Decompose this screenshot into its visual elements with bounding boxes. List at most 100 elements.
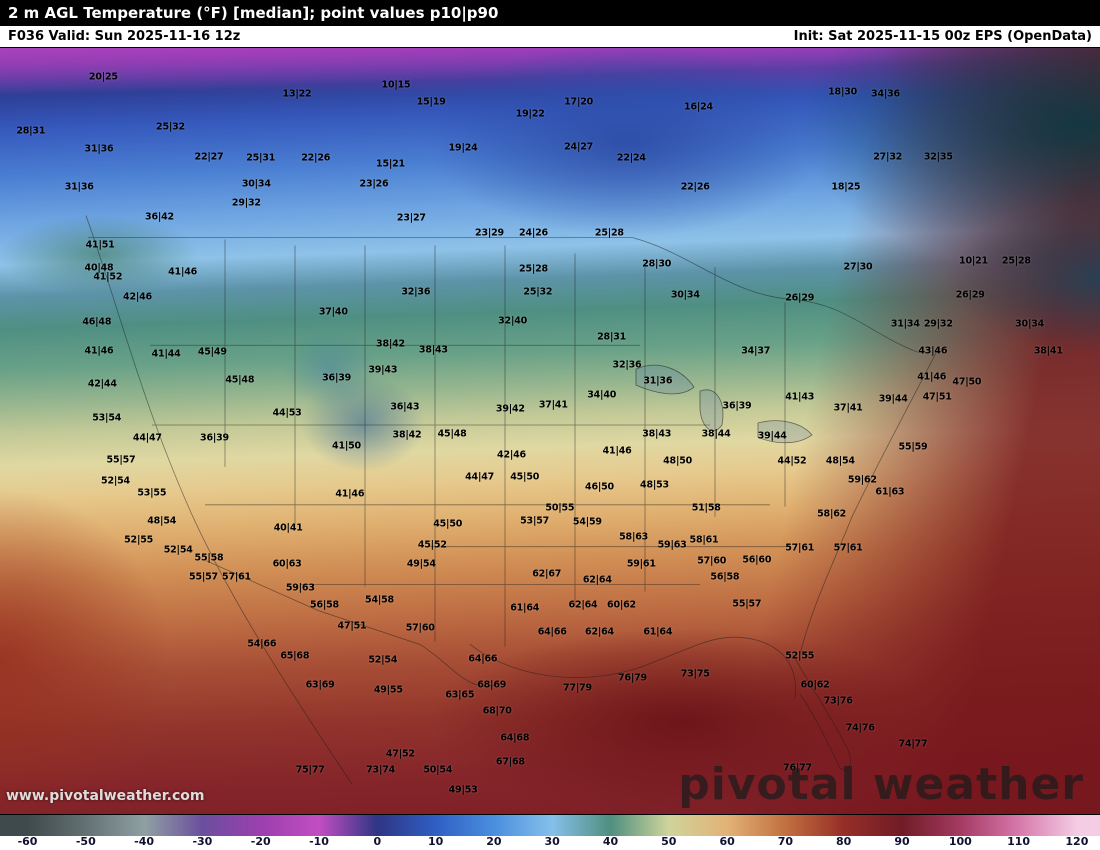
point-value: 41|52	[93, 271, 123, 283]
point-value: 22|26	[301, 152, 331, 164]
point-value: 42|44	[87, 378, 117, 389]
point-value: 48|50	[663, 455, 693, 467]
point-value: 41|46	[335, 488, 365, 500]
point-value: 29|32	[231, 197, 261, 209]
point-value: 36|39	[722, 400, 752, 412]
point-value: 58|61	[689, 534, 719, 546]
point-value: 54|58	[365, 594, 394, 606]
point-value: 31|36	[64, 181, 94, 193]
point-value: 60|62	[800, 679, 830, 691]
point-value: 45|49	[197, 346, 227, 358]
point-value: 52|54	[101, 475, 130, 487]
point-value: 31|36	[643, 375, 673, 387]
lake-superior-shape	[635, 364, 695, 395]
point-value: 52|55	[124, 534, 154, 546]
point-value: 13|22	[282, 88, 312, 100]
point-value: 38|43	[418, 344, 448, 356]
point-value: 54|66	[247, 638, 277, 650]
point-value: 64|68	[500, 732, 530, 744]
point-value: 28|31	[597, 331, 627, 343]
point-value: 77|79	[563, 682, 592, 694]
colorbar-tick-label: 70	[777, 835, 794, 848]
point-value: 23|29	[475, 227, 504, 239]
point-value: 58|62	[817, 508, 847, 520]
point-value: 76|77	[783, 762, 812, 774]
point-value: 28|30	[642, 258, 672, 270]
valid-time-label: F036 Valid: Sun 2025-11-16 12z	[8, 29, 241, 44]
point-value: 60|63	[272, 558, 302, 570]
point-value: 41|46	[84, 345, 114, 357]
point-value: 25|28	[519, 263, 548, 275]
point-value: 68|69	[477, 679, 507, 691]
colorbar-tick-label: -50	[75, 835, 96, 848]
point-value: 40|48	[84, 262, 114, 274]
florida-coastline	[792, 654, 851, 770]
point-value: 58|63	[619, 531, 649, 543]
point-value: 18|25	[831, 181, 861, 193]
colorbar-tick-label: 40	[602, 835, 619, 848]
point-value: 57|60	[405, 622, 435, 634]
point-value: 52|54	[163, 544, 193, 556]
point-value: 19|24	[448, 142, 478, 154]
point-value: 47|51	[337, 620, 367, 632]
point-value: 74|77	[898, 738, 928, 750]
point-value: 57|61	[222, 571, 251, 583]
point-value: 26|29	[785, 292, 815, 304]
point-value: 59|61	[626, 558, 656, 570]
point-value: 62|67	[532, 568, 562, 580]
point-value: 46|48	[82, 316, 112, 328]
point-value: 73|76	[823, 695, 853, 707]
point-value: 65|68	[280, 650, 310, 662]
point-value: 39|43	[368, 364, 398, 376]
colorbar-tick-label: 80	[836, 835, 852, 848]
point-value: 37|40	[318, 306, 348, 317]
point-value: 62|64	[568, 599, 598, 611]
point-value: 41|46	[917, 371, 947, 383]
point-value: 44|53	[272, 407, 302, 419]
point-value: 61|64	[510, 602, 540, 614]
watermark-url: www.pivotalweather.com	[6, 788, 205, 804]
point-value: 63|65	[445, 689, 475, 700]
map-canvas[interactable]: 20|25 13|22 10|15 15|19 17|20 19|22 16|24 18|30…	[0, 47, 1100, 815]
point-value: 49|54	[406, 558, 436, 570]
point-value: 64|66	[537, 626, 567, 638]
point-value: 41|43	[785, 391, 815, 403]
point-value: 62|64	[582, 574, 612, 586]
point-value: 39|42	[495, 403, 525, 415]
point-value: 49|53	[448, 784, 478, 796]
point-value: 76|79	[618, 672, 647, 684]
point-value: 30|34	[670, 289, 700, 301]
point-value: 44|47	[132, 432, 162, 444]
point-value: 57|61	[785, 542, 815, 554]
point-value: 62|64	[585, 626, 614, 638]
point-value: 56|60	[742, 554, 772, 566]
point-value: 23|26	[359, 178, 389, 190]
point-value: 24|27	[564, 141, 594, 153]
point-value: 10|15	[381, 79, 411, 91]
point-value: 26|29	[955, 289, 985, 301]
colorbar-tick-label: 60	[719, 835, 735, 848]
watermark-brand: pivotal weather	[678, 759, 1084, 810]
point-value: 56|58	[710, 571, 740, 583]
point-value: 45|50	[433, 518, 463, 530]
point-value: 38|42	[376, 338, 405, 350]
point-value: 22|26	[680, 181, 710, 193]
point-value: 22|24	[616, 152, 646, 164]
point-value: 36|43	[390, 401, 420, 413]
point-value: 25|28	[594, 227, 624, 239]
point-value: 73|75	[680, 668, 710, 680]
point-value: 15|19	[416, 96, 446, 108]
point-value: 55|57	[189, 571, 218, 583]
point-value: 36|39	[200, 432, 229, 444]
point-value: 41|44	[151, 348, 181, 360]
point-value: 57|60	[697, 555, 727, 567]
point-value: 45|50	[510, 471, 540, 483]
page-title: 2 m AGL Temperature (°F) [median]; point…	[8, 4, 499, 22]
point-value: 29|32	[923, 318, 953, 330]
point-value: 59|63	[285, 582, 315, 594]
point-value: 38|41	[1033, 345, 1063, 357]
colorbar-tick-label: 120	[1065, 835, 1089, 848]
point-values-layer: 20|25 13|22 10|15 15|19 17|20 19|22 16|24 18|30…	[0, 48, 1100, 814]
point-value: 22|27	[194, 151, 224, 163]
point-value: 56|58	[310, 599, 339, 611]
